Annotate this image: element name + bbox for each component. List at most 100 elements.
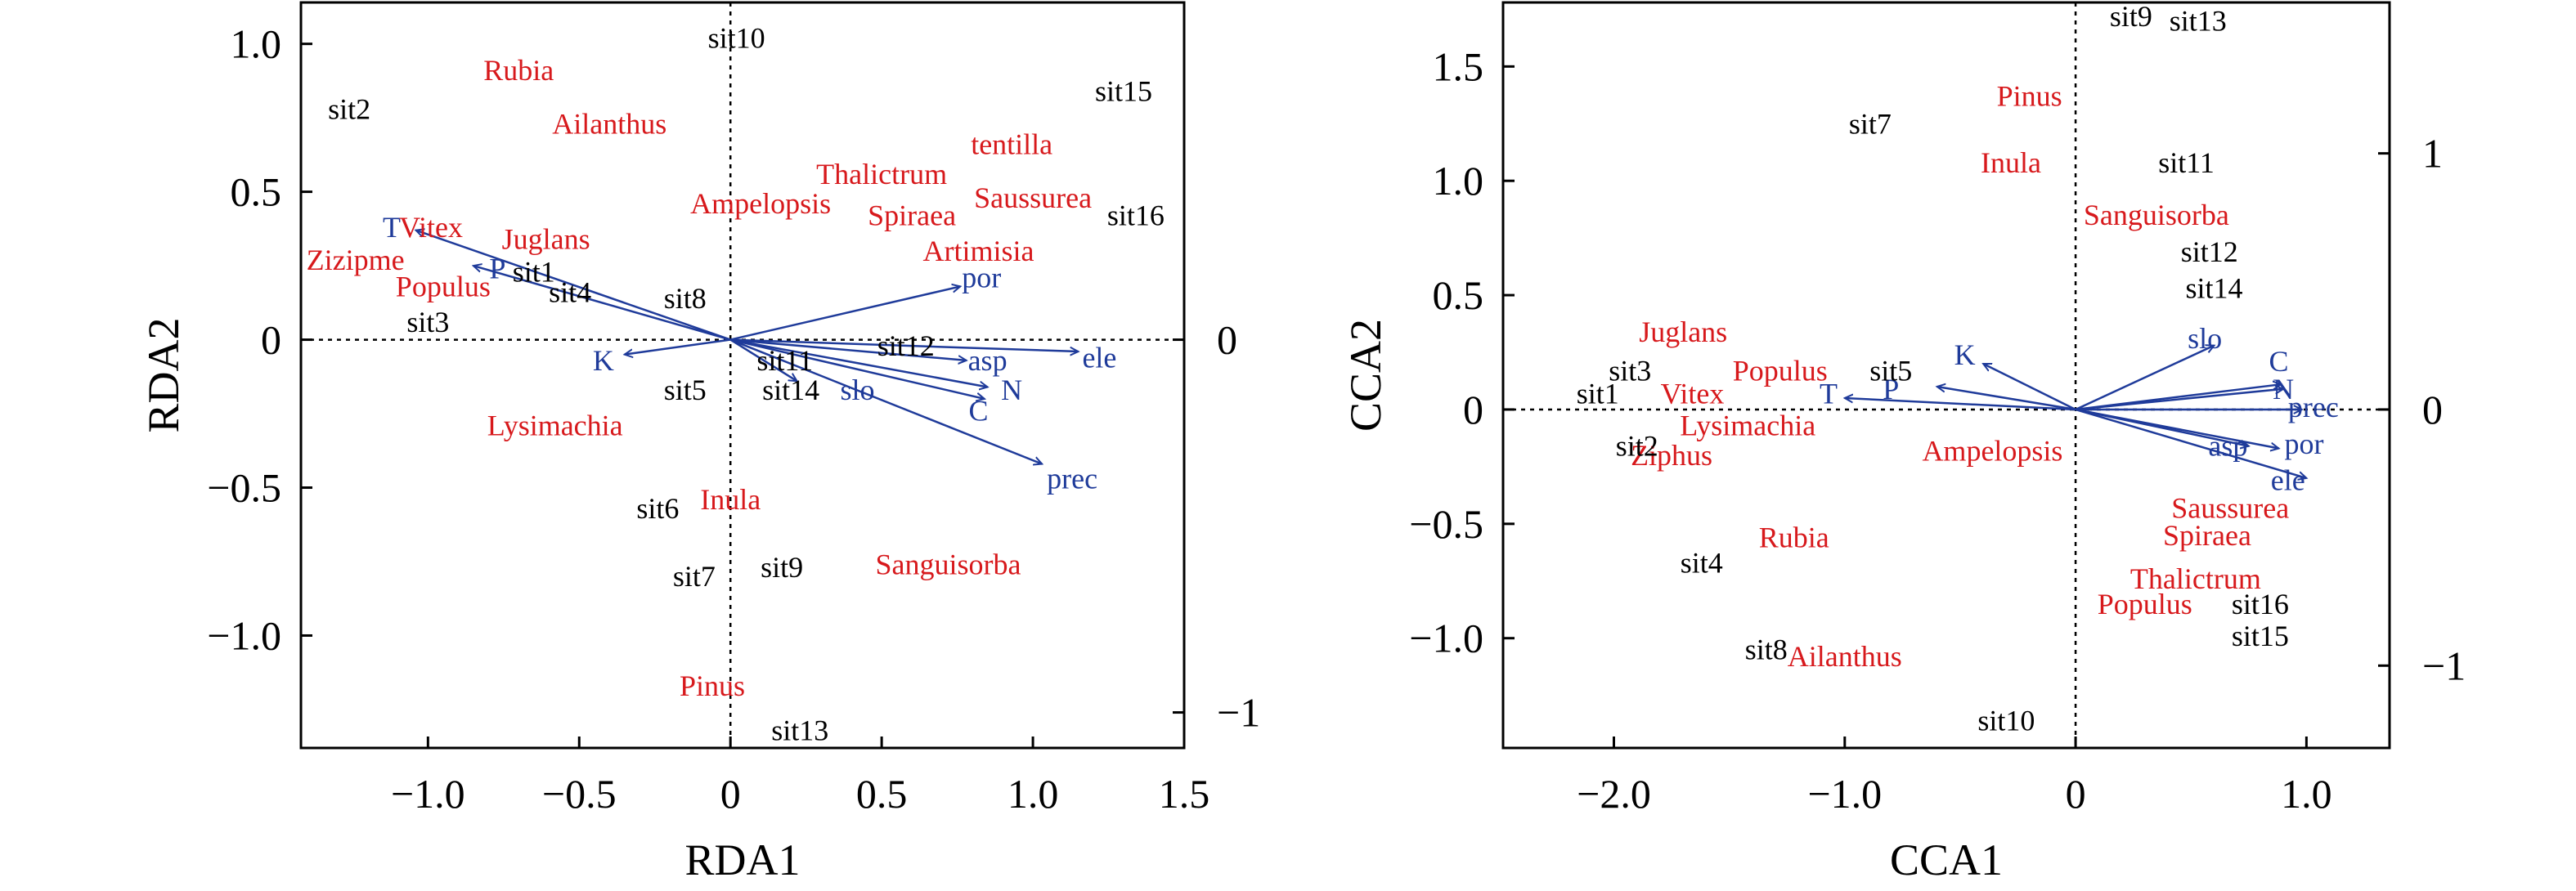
y-tick-label: 0.5	[231, 169, 282, 215]
y-tick-label: 0	[1463, 387, 1483, 432]
env-vector-arrow	[2075, 408, 2249, 446]
site-label: sit3	[1609, 354, 1651, 387]
species-label: Zizipme	[307, 244, 405, 276]
env-vector-label: ele	[2271, 464, 2305, 497]
env-vector-label: prec	[1047, 463, 1097, 495]
x-tick-label: 1.0	[1008, 771, 1059, 817]
y-tick-label: 1.0	[1433, 158, 1484, 204]
env-vector-arrow	[2075, 408, 2306, 478]
env-vector-arrow	[2075, 346, 2214, 411]
site-label: sit9	[761, 551, 803, 584]
species-label: Populus	[396, 270, 491, 302]
env-vector-label: P	[1883, 373, 1899, 405]
species-label: Juglans	[1639, 316, 1727, 348]
site-label: sit15	[2232, 620, 2289, 652]
site-label: sit14	[2185, 272, 2242, 305]
y-tick-label: −0.5	[1409, 501, 1483, 547]
env-vector-arrow	[729, 338, 985, 399]
x-tick-label: −1.0	[391, 771, 465, 817]
y-tick-label: −1.0	[1409, 616, 1483, 661]
x-tick-label: −1.0	[1807, 771, 1882, 817]
y-tick-label: −0.5	[207, 465, 281, 511]
species-label: Juglans	[502, 223, 590, 256]
site-label: sit15	[1095, 75, 1152, 108]
env-vector-label: por	[962, 262, 1001, 294]
site-label: sit4	[1681, 546, 1723, 579]
env-vector-label: ele	[1082, 341, 1116, 374]
species-label: Sanguisorba	[2084, 199, 2229, 231]
env-vector-arrow	[2075, 389, 2283, 411]
x-tick-label: 0.5	[856, 771, 908, 817]
species-label: Spiraea	[868, 199, 956, 232]
site-label: sit16	[1107, 199, 1165, 232]
site-label: sit5	[1869, 354, 1912, 387]
site-label: sit3	[406, 306, 449, 338]
species-label: Rubia	[1759, 522, 1829, 554]
species-label: Ziphus	[1631, 439, 1712, 472]
species-label: Lysimachia	[1680, 410, 1815, 442]
site-label: sit1	[1577, 377, 1619, 410]
right-y-tick-label: 0	[2422, 387, 2443, 432]
species-label: tentilla	[971, 128, 1052, 161]
y-tick-label: 1.0	[231, 21, 282, 67]
species-label: Inula	[700, 483, 761, 516]
species-label: Lysimachia	[487, 410, 623, 442]
x-tick-label: 1.5	[1159, 771, 1210, 817]
site-label: sit1	[513, 255, 555, 288]
env-vector-label: slo	[2188, 322, 2222, 355]
env-vector-label: T	[383, 211, 401, 244]
right-y-tick-label: 1	[2422, 131, 2443, 177]
site-label: sit5	[664, 374, 707, 406]
site-label: sit14	[762, 374, 819, 406]
x-tick-label: −0.5	[542, 771, 617, 817]
plot-frame	[1501, 1, 2391, 750]
env-vector-arrow	[473, 266, 731, 341]
site-label: sit13	[771, 714, 828, 746]
site-label: sit16	[2232, 588, 2289, 620]
env-vector-label: por	[2285, 428, 2324, 460]
species-label: Vitex	[1661, 377, 1725, 410]
species-label: Spiraea	[2163, 519, 2251, 552]
env-vector-arrow	[729, 338, 797, 382]
right-y-tick-label: −1	[2422, 643, 2466, 688]
species-label: Ailanthus	[552, 107, 666, 140]
x-tick-label: −2.0	[1577, 771, 1651, 817]
site-label: sit10	[708, 21, 765, 54]
env-vector-arrow	[729, 286, 960, 341]
site-label: sit11	[756, 344, 813, 377]
species-label: Pinus	[680, 669, 745, 702]
species-label: Ailanthus	[1788, 640, 1902, 673]
y-axis-title: RDA2	[139, 317, 188, 432]
site-label: sit4	[549, 276, 591, 309]
panel-2: −2.0 −1.0 0 1.0−1.0−0.500.51.01.5−101CCA1CC…	[1341, 0, 2466, 884]
species-label: Populus	[1733, 354, 1828, 387]
env-vector-arrow	[730, 338, 1078, 351]
site-label: sit13	[2170, 4, 2227, 37]
panel-1: −1.0 −0.5 0 0.5 1.0 1.5 −1.0 −0.5 0 0.5 1.0 −1 0 RDA1…	[139, 1, 1260, 884]
x-tick-label: 0	[2066, 771, 2086, 817]
species-label: Sanguisorba	[876, 548, 1021, 581]
species-label: Inula	[1981, 146, 2041, 179]
site-label: sit11	[2158, 146, 2215, 179]
env-vector-arrow	[416, 231, 731, 341]
env-vector-arrow	[730, 338, 966, 360]
site-label: sit2	[328, 92, 370, 125]
env-vector-arrow	[1937, 387, 2076, 411]
site-label: sit7	[673, 560, 716, 593]
env-vector-label: asp	[2208, 430, 2247, 463]
site-label: sit8	[664, 282, 707, 315]
species-label: Ampelopsis	[690, 187, 831, 220]
species-label: Saussurea	[2171, 491, 2289, 524]
site-label: sit6	[636, 492, 679, 525]
y-tick-label: −1.0	[207, 612, 281, 658]
x-axis-title: RDA1	[684, 835, 800, 884]
site-label: sit9	[2110, 0, 2152, 33]
env-vector-label: K	[593, 344, 614, 377]
y-tick-label: 0.5	[1433, 272, 1484, 318]
species-label: Pinus	[1997, 80, 2062, 113]
env-vector-label: N	[1001, 374, 1022, 406]
right-y-tick-label: 0	[1217, 317, 1237, 363]
env-vector-arrow	[729, 338, 987, 387]
